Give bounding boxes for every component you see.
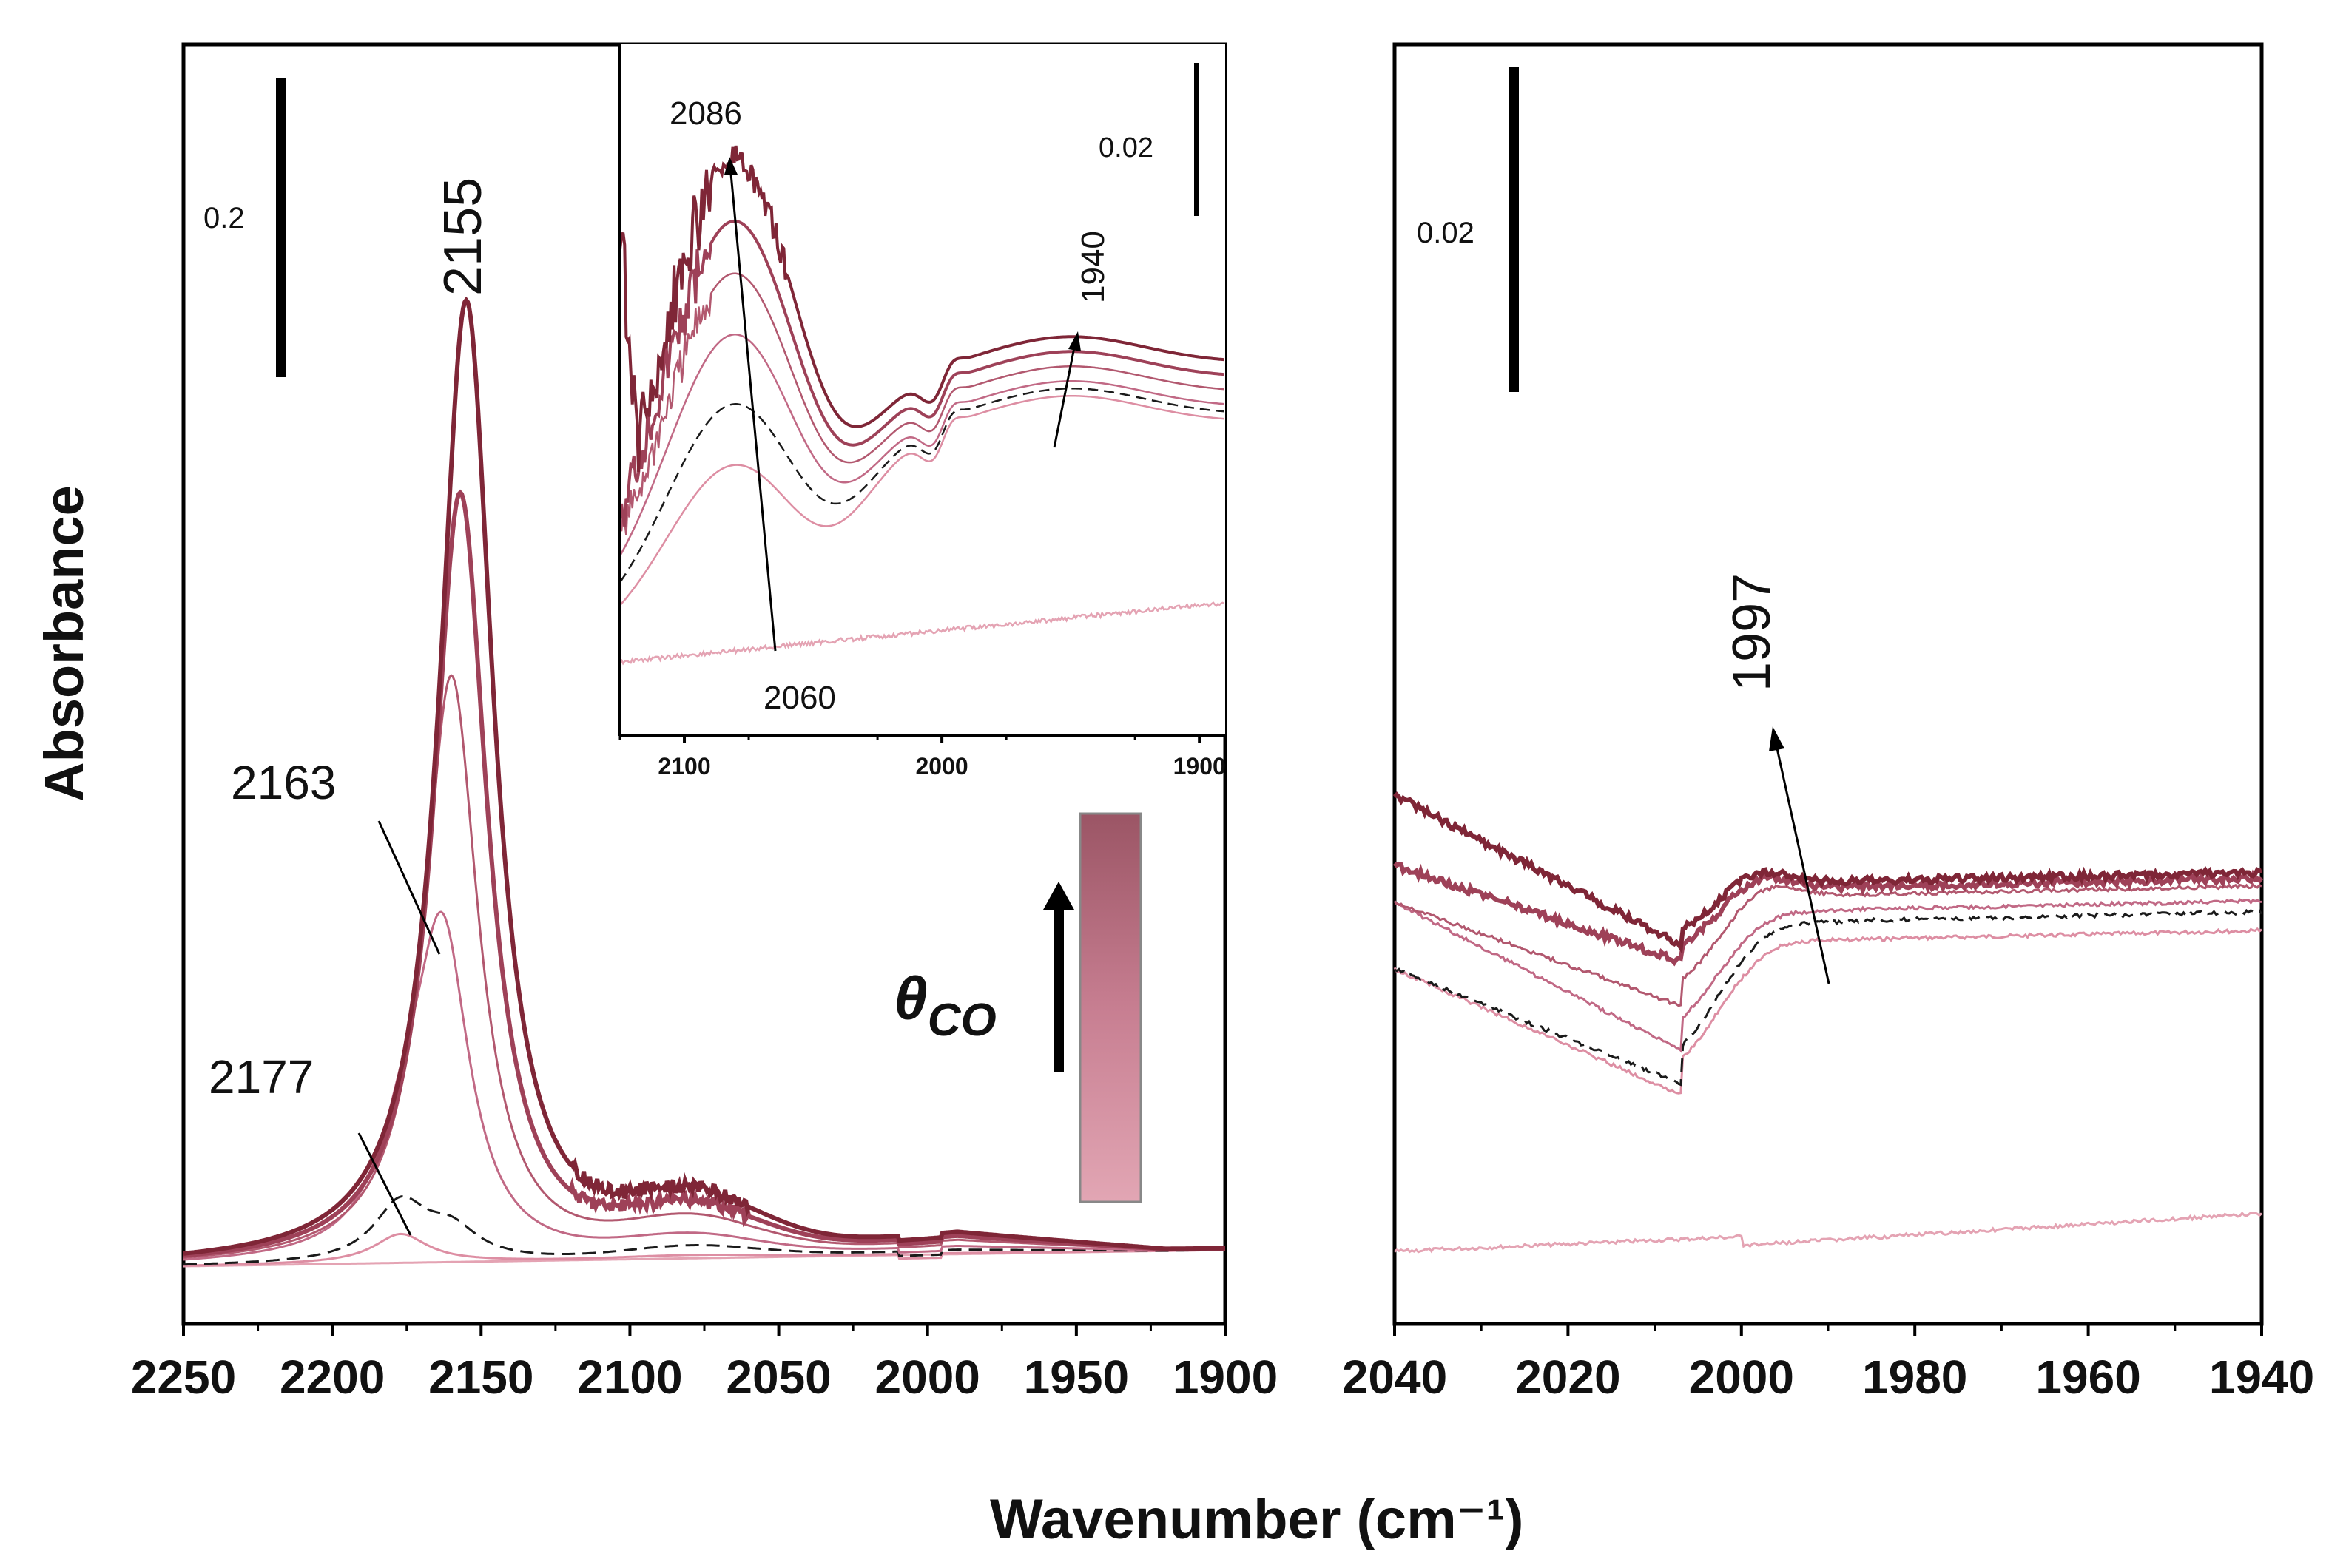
inset-spectrum-s4	[618, 272, 1224, 535]
inset-spectrum-s6	[618, 145, 1224, 473]
right-scale-bar-label: 0.02	[1417, 217, 1474, 249]
inset-x-ticks: 2100 2000 1900	[618, 736, 1226, 780]
inset-spectrum-s2	[618, 388, 1224, 583]
right-tick-label-2040: 2040	[1342, 1351, 1447, 1404]
left-tick-label-2250: 2250	[131, 1351, 236, 1404]
left-spectrum-s6	[183, 296, 1225, 1256]
inset-arrow-2086-head	[724, 157, 738, 175]
peak-arrow-2177	[357, 1132, 412, 1236]
right-tick-label-2000: 2000	[1689, 1351, 1794, 1404]
left-spectrum-s3	[183, 910, 1225, 1261]
inset-spectrum-s0	[619, 601, 1225, 666]
left-spectrum-s1	[183, 1232, 1226, 1267]
left-tick-label-2200: 2200	[280, 1351, 385, 1404]
inset-scale-bar-label: 0.02	[1099, 132, 1153, 163]
peak-label-2177: 2177	[209, 1050, 314, 1104]
inset-spectrum-s1	[619, 395, 1224, 606]
y-axis-label: Absorbance	[33, 485, 95, 802]
left-tick-label-2100: 2100	[577, 1351, 682, 1404]
right-tick-label-1960: 1960	[2035, 1351, 2140, 1404]
left-tick-label-2050: 2050	[726, 1351, 831, 1404]
right-spectrum-s4	[1394, 883, 2262, 1007]
right-spectrum-s5	[1392, 861, 2264, 967]
coverage-colorbar	[1079, 812, 1142, 1203]
right-tick-label-2020: 2020	[1515, 1351, 1620, 1404]
peak-arrow-2163	[377, 820, 441, 955]
inset-arrow-1940-head	[1068, 331, 1081, 351]
right-arrow-1997	[1776, 748, 1830, 984]
inset-peak-label-2060: 2060	[764, 680, 836, 716]
coverage-arrow-head	[1043, 882, 1074, 910]
right-plot-frame	[1392, 42, 2264, 1326]
right-tick-label-1980: 1980	[1862, 1351, 1967, 1404]
x-axis-label: Wavenumber (cm⁻¹)	[990, 1488, 1523, 1551]
left-spectra	[183, 296, 1226, 1268]
left-tick-label-2150: 2150	[428, 1351, 533, 1404]
inset-peak-label-1940: 1940	[1075, 231, 1111, 303]
left-scale-bar-label: 0.2	[203, 202, 245, 234]
inset-spectra	[618, 145, 1225, 666]
inset-spectrum-s5	[618, 219, 1224, 527]
right-peak-label-1997: 1997	[1722, 573, 1782, 692]
right-tick-label-1940: 1940	[2209, 1351, 2314, 1404]
left-spectrum-s5	[183, 489, 1225, 1258]
left-spectrum-s4	[183, 674, 1225, 1259]
right-spectrum-s6	[1392, 791, 2262, 955]
inset-arrow-2086	[729, 173, 777, 652]
inset-spectrum-s3	[618, 334, 1224, 557]
left-tick-label-1900: 1900	[1173, 1351, 1278, 1404]
inset-arrow-1940	[1053, 347, 1076, 448]
peak-label-2155: 2155	[434, 178, 493, 296]
right-spectra	[1392, 791, 2264, 1254]
left-spectrum-s2	[183, 1195, 1225, 1266]
right-spectrum-s0	[1393, 1211, 2263, 1254]
right-spectrum-s2	[1394, 908, 2263, 1087]
right-arrow-1997-head	[1769, 726, 1784, 751]
peak-label-2163: 2163	[231, 756, 336, 809]
right-spectrum-s1	[1393, 927, 2263, 1095]
right-spectrum-s3	[1393, 898, 2262, 1053]
inset-panel: 2100 2000 1900 0.02 2086 2060 1940	[618, 44, 1226, 780]
inset-tick-label-2100: 2100	[658, 753, 710, 780]
left-tick-label-2000: 2000	[875, 1351, 980, 1404]
left-x-ticks: 2250 2200 2150 2100 2050 2000 1950 1900	[131, 1324, 1278, 1404]
right-panel: 2040 2020 2000 1980 1960 1940 0.02 1997	[1342, 42, 2314, 1404]
left-panel: 2250 2200 2150 2100 2050 2000 1950 1900 0.2 215…	[131, 42, 1278, 1404]
right-x-ticks: 2040 2020 2000 1980 1960 1940	[1342, 1324, 2314, 1404]
inset-tick-label-2000: 2000	[916, 753, 968, 780]
inset-background	[620, 44, 1225, 736]
left-tick-label-1950: 1950	[1024, 1351, 1129, 1404]
inset-tick-label-1900: 1900	[1173, 753, 1226, 780]
inset-peak-label-2086: 2086	[670, 95, 742, 132]
coverage-label: θCO	[894, 965, 997, 1046]
